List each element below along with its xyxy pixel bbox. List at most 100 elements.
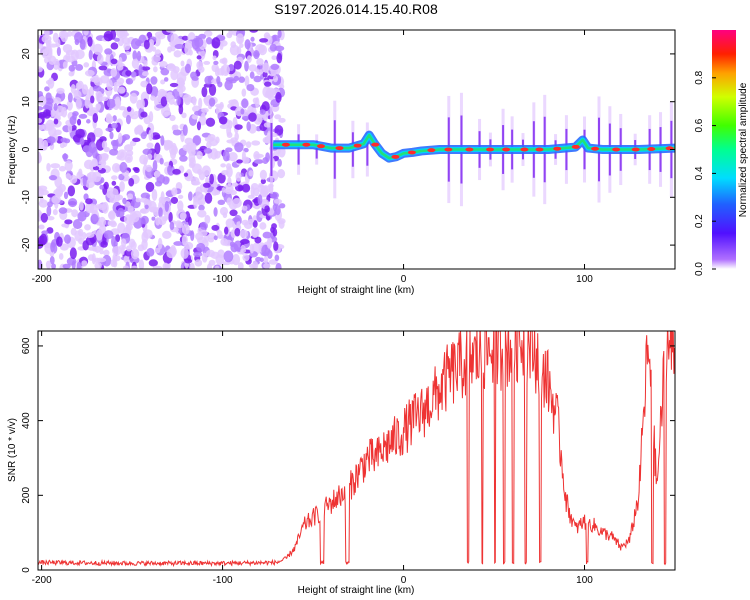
noise-speckle: [276, 52, 283, 64]
noise-speckle: [125, 245, 133, 252]
noise-speckle: [250, 186, 255, 198]
snr-series-line: [38, 331, 675, 568]
noise-speckle: [66, 31, 73, 37]
noise-speckle: [236, 33, 245, 45]
noise-speckle: [273, 241, 279, 252]
noise-speckle: [188, 191, 193, 201]
noise-speckle: [102, 254, 112, 267]
noise-speckle: [194, 259, 203, 267]
chart-title: S197.2026.014.15.40.R08: [274, 1, 438, 17]
noise-speckle: [172, 129, 182, 136]
noise-speckle: [96, 53, 104, 65]
noise-speckle: [116, 155, 123, 160]
noise-speckle: [139, 197, 149, 203]
noise-speckle: [65, 173, 71, 180]
noise-speckle: [240, 248, 247, 253]
noise-speckle: [73, 90, 82, 100]
noise-speckle: [184, 258, 193, 264]
noise-speckle: [91, 157, 98, 167]
noise-speckle: [39, 233, 48, 246]
noise-speckle: [263, 256, 269, 264]
y-tick-label: 0: [21, 146, 32, 152]
noise-speckle: [46, 136, 56, 144]
noise-speckle: [181, 224, 190, 235]
noise-speckle: [87, 254, 95, 261]
noise-speckle: [88, 49, 93, 60]
noise-speckle: [182, 144, 192, 152]
noise-speckle: [162, 230, 172, 239]
noise-speckle: [145, 164, 152, 173]
noise-speckle: [160, 67, 170, 76]
noise-speckle: [112, 115, 117, 122]
noise-speckle: [116, 77, 125, 85]
noise-speckle: [63, 138, 71, 144]
noise-speckle: [191, 76, 199, 81]
noise-speckle: [107, 220, 113, 226]
noise-speckle: [142, 148, 153, 155]
noise-speckle: [181, 35, 189, 41]
y-tick-label: 0: [21, 567, 32, 573]
signal-hotspot: [631, 147, 640, 152]
noise-speckle: [56, 46, 61, 57]
noise-speckle: [271, 55, 277, 61]
noise-speckle: [44, 86, 50, 92]
noise-speckle: [131, 58, 140, 69]
signal-hotspot: [371, 142, 380, 147]
noise-speckle: [78, 168, 83, 178]
noise-speckle: [143, 59, 148, 67]
noise-speckle: [46, 227, 54, 234]
x-tick-label: 100: [576, 575, 593, 586]
noise-speckle: [165, 30, 176, 33]
noise-speckle: [79, 137, 85, 146]
noise-speckle: [114, 96, 121, 107]
noise-speckle: [263, 122, 272, 128]
noise-speckle: [202, 182, 211, 188]
noise-speckle: [197, 209, 207, 218]
noise-speckle: [172, 124, 179, 131]
noise-speckle: [208, 97, 216, 107]
noise-speckle: [56, 236, 63, 247]
noise-speckle: [180, 60, 185, 67]
noise-speckle: [59, 243, 69, 251]
noise-speckle: [234, 227, 241, 237]
noise-speckle: [251, 140, 261, 146]
noise-speckle: [241, 88, 247, 97]
noise-speckle: [109, 131, 114, 140]
noise-speckle: [259, 222, 267, 230]
noise-speckle: [262, 62, 270, 73]
signal-hotspot: [316, 144, 325, 149]
noise-speckle: [170, 196, 179, 204]
noise-speckle: [256, 58, 264, 66]
noise-speckle: [88, 141, 97, 154]
noise-speckle: [169, 82, 179, 88]
noise-speckle: [241, 205, 248, 211]
noise-speckle: [228, 120, 233, 129]
noise-speckle: [117, 86, 126, 94]
signal-hotspot: [335, 146, 344, 151]
noise-speckle: [51, 263, 57, 269]
signal-hotspot: [612, 147, 621, 152]
snr-panel: -200 -100 0 100 0 200 400 600 Height of straig…: [7, 330, 676, 596]
noise-speckle: [196, 242, 206, 253]
noise-speckle: [108, 210, 116, 221]
noise-speckle: [152, 160, 158, 172]
noise-speckle: [71, 209, 79, 218]
noise-speckle: [67, 198, 78, 208]
noise-speckle: [117, 207, 125, 218]
noise-speckle: [257, 194, 263, 205]
noise-speckle: [38, 123, 45, 131]
noise-speckle: [76, 118, 82, 126]
noise-speckle: [150, 76, 158, 85]
snr-x-axis-label: Height of straight line (km): [298, 585, 415, 596]
noise-speckle: [92, 112, 99, 123]
harmonic-streak-core: [270, 122, 273, 177]
noise-speckle: [238, 76, 246, 83]
noise-speckle: [66, 100, 73, 111]
noise-speckle: [194, 110, 203, 116]
noise-speckle: [205, 37, 213, 45]
noise-speckle: [158, 207, 163, 218]
noise-speckle: [132, 50, 138, 61]
spectrogram-x-ticks: -200 -100 0 100: [32, 30, 593, 285]
noise-speckle: [277, 168, 286, 179]
noise-speckle: [244, 60, 249, 72]
